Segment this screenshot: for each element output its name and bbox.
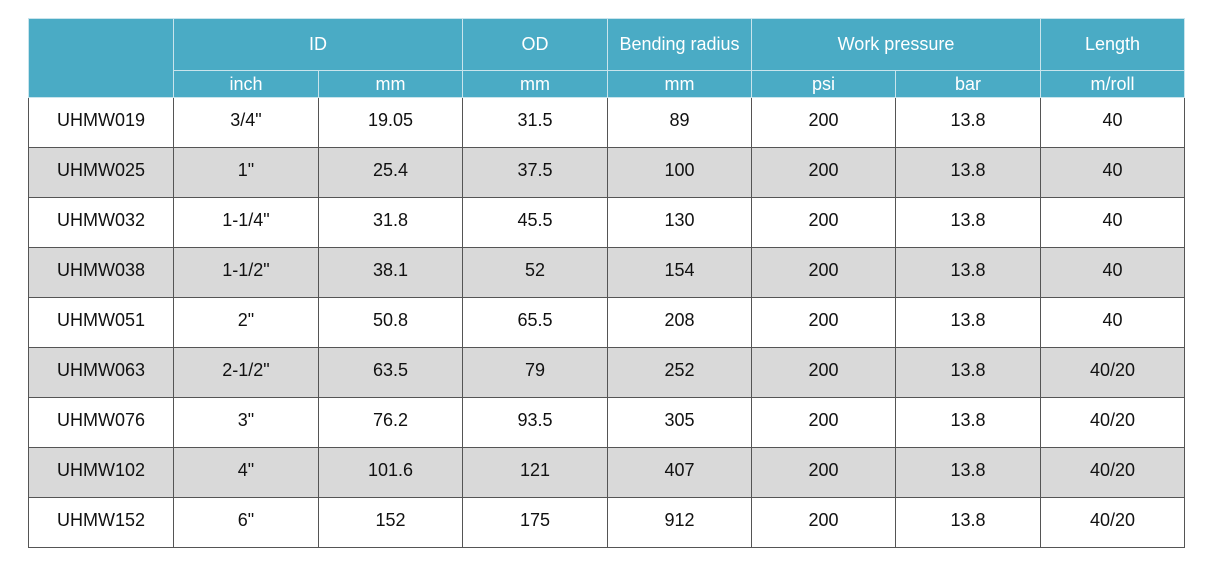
value-cell: 79 <box>462 347 608 398</box>
table-row: UHMW152 6" 152 175 912 200 13.8 40/20 <box>28 497 1185 548</box>
value-cell: 200 <box>751 197 896 248</box>
value-cell: 154 <box>607 247 752 298</box>
value-cell: 100 <box>607 147 752 198</box>
value-cell: 2" <box>173 297 319 348</box>
value-cell: 13.8 <box>895 347 1041 398</box>
value-cell: 175 <box>462 497 608 548</box>
table-body: UHMW019 3/4" 19.05 31.5 89 200 13.8 40 UHMW025 1"… <box>28 97 1185 548</box>
model-cell: UHMW019 <box>28 97 174 148</box>
header-cell: Bending radius <box>607 18 752 71</box>
unit-cell: mm <box>607 70 752 98</box>
unit-cell: mm <box>462 70 608 98</box>
unit-cell: psi <box>751 70 896 98</box>
value-cell: 13.8 <box>895 447 1041 498</box>
value-cell: 40/20 <box>1040 397 1185 448</box>
value-cell: 31.5 <box>462 97 608 148</box>
value-cell: 40 <box>1040 297 1185 348</box>
value-cell: 4" <box>173 447 319 498</box>
value-cell: 40 <box>1040 197 1185 248</box>
table-row: UHMW019 3/4" 19.05 31.5 89 200 13.8 40 <box>28 97 1185 148</box>
value-cell: 13.8 <box>895 497 1041 548</box>
table-row: UHMW032 1-1/4" 31.8 45.5 130 200 13.8 40 <box>28 197 1185 248</box>
header-cell: OD <box>462 18 608 71</box>
value-cell: 3/4" <box>173 97 319 148</box>
value-cell: 200 <box>751 397 896 448</box>
value-cell: 152 <box>318 497 463 548</box>
value-cell: 200 <box>751 97 896 148</box>
model-cell: UHMW076 <box>28 397 174 448</box>
value-cell: 2-1/2" <box>173 347 319 398</box>
value-cell: 305 <box>607 397 752 448</box>
value-cell: 3" <box>173 397 319 448</box>
model-cell: UHMW063 <box>28 347 174 398</box>
value-cell: 200 <box>751 347 896 398</box>
value-cell: 13.8 <box>895 247 1041 298</box>
value-cell: 13.8 <box>895 297 1041 348</box>
model-cell: UHMW032 <box>28 197 174 248</box>
value-cell: 200 <box>751 447 896 498</box>
value-cell: 31.8 <box>318 197 463 248</box>
value-cell: 40 <box>1040 97 1185 148</box>
value-cell: 37.5 <box>462 147 608 198</box>
value-cell: 101.6 <box>318 447 463 498</box>
value-cell: 1-1/4" <box>173 197 319 248</box>
value-cell: 252 <box>607 347 752 398</box>
value-cell: 40 <box>1040 247 1185 298</box>
header-row: ID OD Bending radius Work pressure Length <box>28 18 1185 98</box>
model-cell: UHMW152 <box>28 497 174 548</box>
value-cell: 13.8 <box>895 397 1041 448</box>
value-cell: 52 <box>462 247 608 298</box>
corner-cell <box>28 18 174 98</box>
value-cell: 89 <box>607 97 752 148</box>
value-cell: 76.2 <box>318 397 463 448</box>
value-cell: 13.8 <box>895 147 1041 198</box>
value-cell: 912 <box>607 497 752 548</box>
value-cell: 40/20 <box>1040 347 1185 398</box>
unit-cell: bar <box>895 70 1041 98</box>
value-cell: 40/20 <box>1040 497 1185 548</box>
table-row: UHMW038 1-1/2" 38.1 52 154 200 13.8 40 <box>28 247 1185 298</box>
model-cell: UHMW051 <box>28 297 174 348</box>
model-cell: UHMW102 <box>28 447 174 498</box>
header-cell: Length <box>1040 18 1185 71</box>
value-cell: 65.5 <box>462 297 608 348</box>
model-cell: UHMW038 <box>28 247 174 298</box>
value-cell: 13.8 <box>895 97 1041 148</box>
header-cell: Work pressure <box>751 18 1041 71</box>
spec-table: ID OD Bending radius Work pressure Length in… <box>28 18 1185 548</box>
model-cell: UHMW025 <box>28 147 174 198</box>
unit-cell: m/roll <box>1040 70 1185 98</box>
value-cell: 13.8 <box>895 197 1041 248</box>
value-cell: 93.5 <box>462 397 608 448</box>
unit-cell: inch <box>173 70 319 98</box>
value-cell: 1" <box>173 147 319 198</box>
value-cell: 1-1/2" <box>173 247 319 298</box>
value-cell: 40 <box>1040 147 1185 198</box>
table-row: UHMW102 4" 101.6 121 407 200 13.8 40/20 <box>28 447 1185 498</box>
value-cell: 200 <box>751 247 896 298</box>
value-cell: 407 <box>607 447 752 498</box>
table-row: UHMW025 1" 25.4 37.5 100 200 13.8 40 <box>28 147 1185 198</box>
value-cell: 50.8 <box>318 297 463 348</box>
table-row: UHMW051 2" 50.8 65.5 208 200 13.8 40 <box>28 297 1185 348</box>
unit-cell: mm <box>318 70 463 98</box>
units-row: inch mm mm mm psi bar m/roll <box>29 70 1185 98</box>
value-cell: 45.5 <box>462 197 608 248</box>
value-cell: 200 <box>751 147 896 198</box>
value-cell: 40/20 <box>1040 447 1185 498</box>
header-cell: ID <box>173 18 463 71</box>
value-cell: 200 <box>751 497 896 548</box>
value-cell: 19.05 <box>318 97 463 148</box>
value-cell: 25.4 <box>318 147 463 198</box>
value-cell: 208 <box>607 297 752 348</box>
value-cell: 200 <box>751 297 896 348</box>
table-row: UHMW076 3" 76.2 93.5 305 200 13.8 40/20 <box>28 397 1185 448</box>
table-row: UHMW063 2-1/2" 63.5 79 252 200 13.8 40/20 <box>28 347 1185 398</box>
value-cell: 6" <box>173 497 319 548</box>
value-cell: 130 <box>607 197 752 248</box>
value-cell: 38.1 <box>318 247 463 298</box>
value-cell: 121 <box>462 447 608 498</box>
value-cell: 63.5 <box>318 347 463 398</box>
